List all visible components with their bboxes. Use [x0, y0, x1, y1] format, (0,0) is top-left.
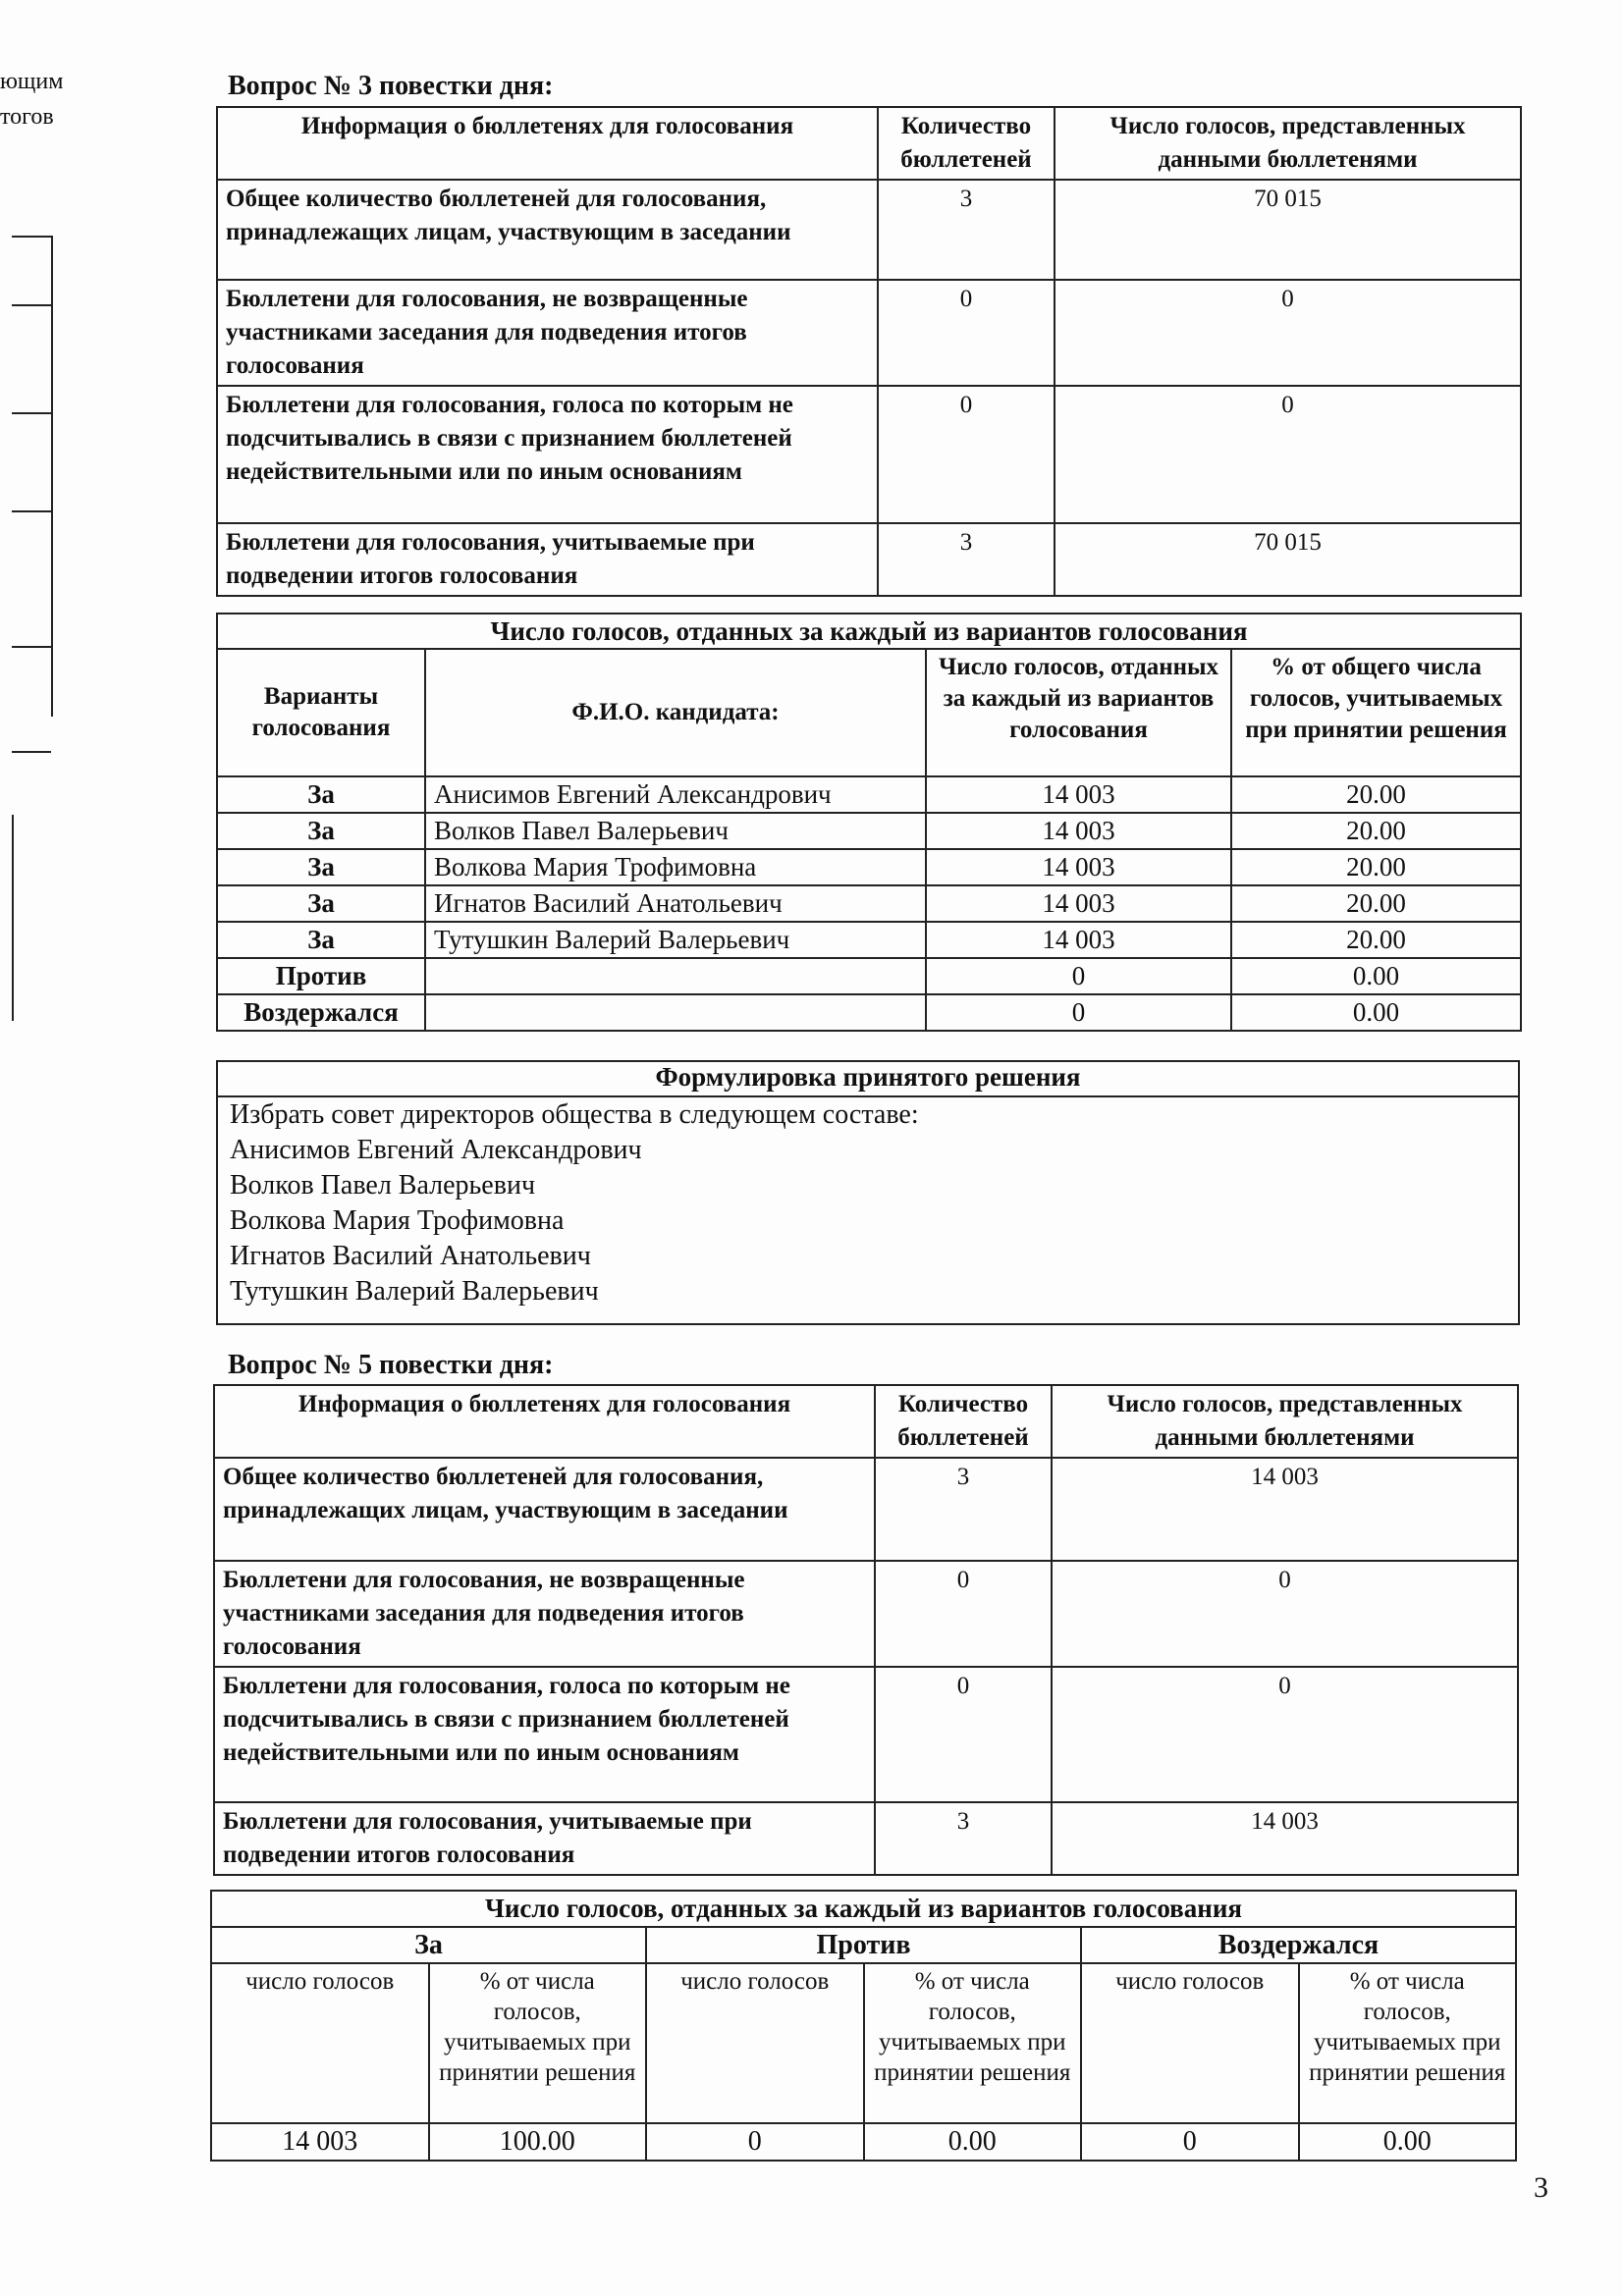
cell-name: Анисимов Евгений Александрович: [424, 775, 927, 814]
cell-votes: 14 003: [925, 848, 1232, 886]
margin-fragment: ющим: [0, 69, 64, 94]
decision-line: Анисимов Евгений Александрович: [230, 1135, 642, 1165]
cell-option: За: [216, 775, 426, 814]
question-5-title: Вопрос № 5 повестки дня:: [228, 1350, 554, 1380]
cell-pct: 20.00: [1229, 812, 1523, 850]
cell-votes: 14 003: [925, 884, 1232, 923]
cell-name: [424, 993, 927, 1032]
cell-option: За: [216, 812, 426, 850]
table-row: За Волкова Мария Трофимовна 14 003 20.00: [216, 848, 1523, 886]
cell-pct: 20.00: [1229, 921, 1523, 959]
decision-line: Волков Павел Валерьевич: [230, 1170, 536, 1201]
margin-line: [12, 510, 51, 512]
table-row: 14 003 100.00 0 0.00 0 0.00: [210, 2122, 1517, 2162]
cell-name: Игнатов Василий Анатольевич: [424, 884, 927, 923]
table-row: Бюллетени для голосования, не возвращенн…: [213, 1560, 1519, 1668]
margin-line: [12, 304, 51, 306]
decision-line: Избрать совет директоров общества в след…: [230, 1099, 919, 1130]
cell-option: Против: [216, 957, 426, 995]
cell-pct: 20.00: [1229, 848, 1523, 886]
cell-pct: 20.00: [1229, 775, 1523, 814]
cell-votes: 14 003: [925, 812, 1232, 850]
table-row: Воздержался 0 0.00: [216, 993, 1523, 1032]
margin-line: [12, 646, 51, 648]
table-row: Бюллетени для голосования, учитываемые п…: [216, 522, 1522, 597]
table-row: За Анисимов Евгений Александрович 14 003 20…: [216, 775, 1523, 814]
cell-votes: 14 003: [925, 921, 1232, 959]
table-row: Бюллетени для голосования, не возвращенн…: [216, 279, 1522, 387]
table-row: Общее количество бюллетеней для голосова…: [216, 179, 1522, 281]
cell-name: Тутушкин Валерий Валерьевич: [424, 921, 927, 959]
table-row: За Волков Павел Валерьевич 14 003 20.00: [216, 812, 1523, 850]
cell-option: За: [216, 921, 426, 959]
table-row: Против 0 0.00: [216, 957, 1523, 995]
margin-line: [51, 236, 53, 717]
table-row: Бюллетени для голосования, голоса по кот…: [216, 385, 1522, 524]
table-row: Бюллетени для голосования, учитываемые п…: [213, 1801, 1519, 1876]
decision-line: Тутушкин Валерий Валерьевич: [230, 1276, 599, 1307]
cell-name: [424, 957, 927, 995]
margin-line: [12, 751, 51, 753]
cell-votes: 0: [925, 957, 1232, 995]
decision-line: Волкова Мария Трофимовна: [230, 1205, 565, 1236]
cell-name: Волков Павел Валерьевич: [424, 812, 927, 850]
table-row: За Тутушкин Валерий Валерьевич 14 003 20.00: [216, 921, 1523, 959]
cell-option: За: [216, 884, 426, 923]
cell-pct: 0.00: [1229, 993, 1523, 1032]
margin-fragment: тогов: [0, 104, 54, 130]
table-row: Бюллетени для голосования, голоса по кот…: [213, 1666, 1519, 1803]
cell-name: Волкова Мария Трофимовна: [424, 848, 927, 886]
table-row: За Игнатов Василий Анатольевич 14 003 20.00: [216, 884, 1523, 923]
decision-line: Игнатов Василий Анатольевич: [230, 1241, 591, 1271]
margin-line: [12, 236, 51, 238]
cell-option: За: [216, 848, 426, 886]
q3-ballots-table: Информация о бюллетенях для голосования К…: [216, 106, 1522, 597]
table-row: Общее количество бюллетеней для голосова…: [213, 1457, 1519, 1562]
margin-line: [12, 815, 14, 1021]
question-3-title: Вопрос № 3 повестки дня:: [228, 71, 554, 101]
cell-pct: 20.00: [1229, 884, 1523, 923]
margin-line: [12, 412, 51, 414]
cell-votes: 14 003: [925, 775, 1232, 814]
cell-votes: 0: [925, 993, 1232, 1032]
cell-option: Воздержался: [216, 993, 426, 1032]
q3-results-table: Число голосов, отданных за каждый из вар…: [215, 613, 1523, 1032]
q5-ballots-table: Информация о бюллетенях для голосования К…: [213, 1384, 1519, 1876]
page-number: 3: [1534, 2171, 1548, 2204]
q3-decision-box: Формулировка принятого решения Избрать с…: [216, 1060, 1520, 1325]
cell-pct: 0.00: [1229, 957, 1523, 995]
q5-results-table: Число голосов, отданных за каждый из вар…: [210, 1890, 1517, 2162]
